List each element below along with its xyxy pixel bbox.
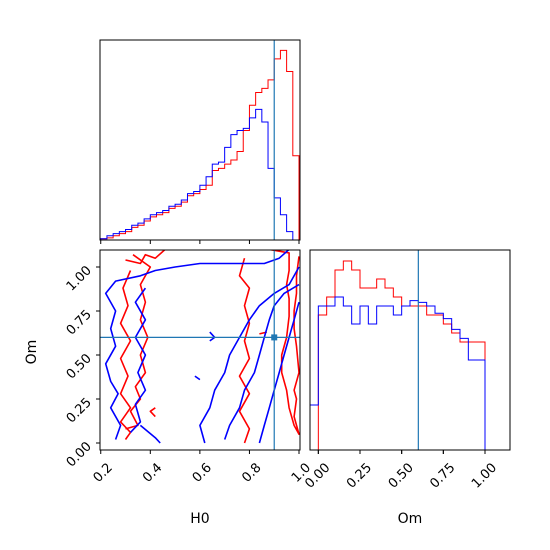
om-y-tick-label-4: 1.00	[64, 263, 95, 294]
h0-hist-series-0	[100, 49, 300, 240]
h0-histogram-panel	[99, 39, 301, 244]
contour-layer	[104, 250, 300, 444]
contour-frame	[99, 249, 301, 451]
h0-hist-series-1	[100, 108, 300, 241]
contour-1-6	[209, 331, 216, 342]
contour-0-3	[238, 257, 251, 444]
contour-1-5	[258, 301, 300, 444]
contour-1-2	[139, 424, 161, 444]
om-y-tick-label-2: 0.50	[64, 351, 95, 382]
om-hist-series-1	[309, 296, 502, 451]
contour-0-2	[119, 270, 132, 440]
om-hist-frame	[309, 249, 511, 451]
om-x-tick-label-3: 0.75	[427, 460, 458, 491]
h0-x-tick-label-0: 0.2	[91, 460, 116, 485]
truth-marker	[271, 334, 278, 341]
om-y-axis-label: Om	[24, 340, 40, 365]
om-histogram-panel	[309, 249, 511, 454]
h0-om-contour-panel	[99, 249, 301, 451]
h0-axis-label: H0	[190, 511, 209, 527]
om-y-tick-label-0: 0.00	[64, 439, 95, 470]
h0-x-tick-label-3: 0.8	[239, 460, 264, 485]
tick-labels: 0.2 0.4 0.6 0.8 1.00.000.000.250.250.500.500…	[64, 263, 500, 491]
h0-x-tick-label-1: 0.4	[140, 460, 165, 485]
contour-1-3	[199, 266, 300, 444]
contour-1-7	[194, 375, 201, 381]
om-x-tick-label-1: 0.25	[344, 460, 375, 491]
om-x-tick-label-2: 0.50	[386, 460, 417, 491]
contour-0-1	[125, 254, 152, 430]
om-y-tick-label-1: 0.25	[64, 395, 95, 426]
om-x-tick-label-4: 1.00	[469, 460, 500, 491]
h0-x-tick-label-2: 0.6	[190, 460, 215, 485]
contour-0-4	[149, 407, 156, 418]
contour-0-0	[125, 250, 300, 436]
om-y-tick-label-3: 0.75	[64, 307, 95, 338]
om-x-axis-label: Om	[398, 511, 423, 527]
contour-1-0	[104, 250, 290, 440]
contour-1-1	[129, 287, 147, 433]
om-hist-series-0	[310, 260, 502, 451]
h0-hist-frame	[99, 39, 301, 241]
contour-1-4	[223, 283, 300, 440]
